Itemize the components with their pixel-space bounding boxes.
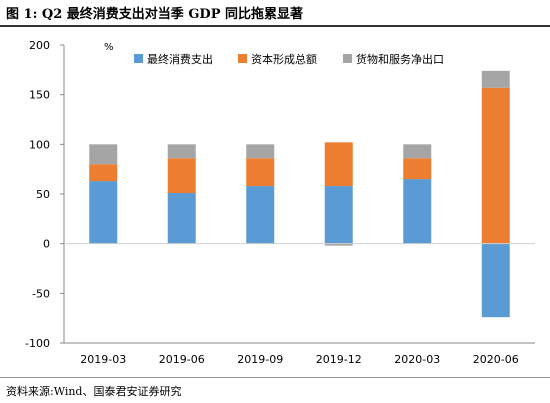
footer-rule	[0, 377, 550, 378]
x-tick-label: 2020-06	[473, 353, 519, 366]
bar-1-2019-09	[246, 186, 275, 244]
y-tick-label: 200	[29, 39, 50, 52]
bar-1-2019-06	[167, 193, 196, 244]
bar-2-2020-06	[481, 87, 510, 244]
x-tick-label: 2020-03	[394, 353, 440, 366]
bar-2-2019-03	[89, 164, 118, 182]
bar-1-2019-12	[324, 186, 353, 244]
bar-3-2020-06	[481, 70, 510, 88]
bar-1-2020-06	[481, 243, 510, 318]
source-note: 资料来源:Wind、国泰君安证券研究	[6, 385, 182, 398]
y-tick-label: 0	[43, 238, 50, 251]
x-tick-label: 2019-06	[159, 353, 205, 366]
x-tick-label: 2019-03	[80, 353, 126, 366]
y-tick-label: 150	[29, 89, 50, 102]
bar-2-2019-06	[167, 158, 196, 194]
bar-1-2020-03	[403, 179, 432, 244]
bar-3-2019-03	[89, 144, 118, 165]
legend-swatch	[134, 54, 143, 63]
bar-2-2019-09	[246, 158, 275, 187]
bar-2-2020-03	[403, 158, 432, 180]
bars	[64, 70, 535, 318]
x-tick-label: 2019-09	[237, 353, 283, 366]
y-axis: -100 -50 0 50 100 150 200	[25, 39, 65, 350]
bar-3-2019-09	[246, 144, 275, 159]
y-tick-label: 100	[29, 138, 50, 151]
y-tick-label: -100	[25, 337, 50, 350]
bar-3-2020-03	[403, 144, 432, 159]
bar-2-2019-12	[324, 142, 353, 187]
bar-3-2019-06	[167, 144, 196, 159]
x-tick-label: 2019-12	[316, 353, 362, 366]
legend-label: 最终消费支出	[147, 52, 213, 66]
y-tick-label: 50	[36, 188, 50, 201]
figure-title: 图 1: Q2 最终消费支出对当季 GDP 同比拖累显著	[6, 7, 303, 22]
legend: 最终消费支出 资本形成总额 货物和服务净出口	[134, 52, 444, 66]
legend-swatch	[343, 54, 352, 63]
x-axis: 2019-03 2019-06 2019-09 2019-12 2020-03 2020-…	[64, 342, 535, 366]
legend-label: 货物和服务净出口	[356, 52, 444, 66]
bar-1-2019-03	[89, 181, 118, 244]
legend-swatch	[238, 54, 247, 63]
title-rule	[0, 25, 550, 27]
bar-3-2019-12	[324, 243, 353, 246]
y-axis-unit: %	[104, 42, 114, 53]
y-tick-label: -50	[32, 287, 50, 300]
legend-label: 资本形成总额	[251, 52, 317, 66]
